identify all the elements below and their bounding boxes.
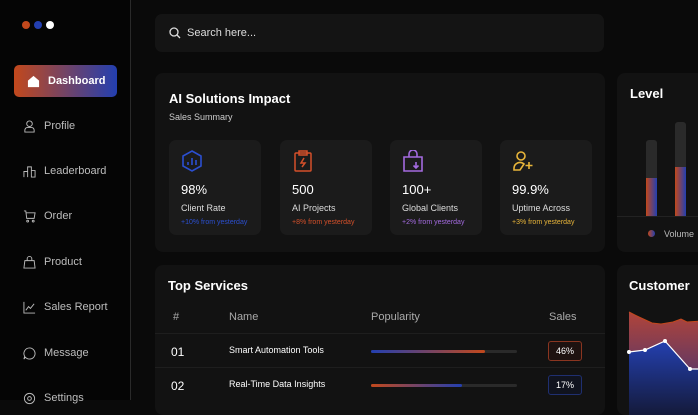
- data-point: [627, 350, 631, 354]
- sidebar-item-sales-report[interactable]: Sales Report: [14, 291, 117, 323]
- row-number: 02: [171, 379, 185, 393]
- clipboard-bolt-icon: [294, 150, 312, 172]
- level-bar: [675, 122, 686, 216]
- card-title: AI Solutions Impact: [169, 91, 291, 106]
- card-title: Level: [630, 86, 664, 101]
- bar-chart-icon: [23, 165, 36, 178]
- sidebar-item-product[interactable]: Product: [14, 246, 117, 278]
- user-icon: [24, 119, 35, 133]
- sales-badge: 17%: [548, 375, 582, 395]
- sidebar-item-label: Dashboard: [48, 75, 106, 87]
- customer-area-chart: [627, 311, 698, 415]
- stat-label: AI Projects: [292, 203, 336, 213]
- message-icon: [23, 346, 36, 359]
- sidebar-item-message[interactable]: Message: [14, 337, 117, 369]
- card-subtitle: Sales Summary: [169, 112, 233, 122]
- sidebar-item-leaderboard[interactable]: Leaderboard: [14, 155, 117, 187]
- stat-value: 500: [292, 182, 314, 197]
- search-placeholder: Search here...: [187, 27, 257, 39]
- sidebar: Dashboard Profile Leaderboard Order Prod…: [0, 0, 131, 404]
- card-title: Top Services: [168, 278, 248, 293]
- hexagon-chart-icon: [182, 150, 202, 172]
- legend-label: Volume: [664, 229, 695, 239]
- line-chart-icon: [23, 301, 36, 314]
- stat-label: Client Rate: [181, 203, 226, 213]
- logo: [22, 21, 54, 29]
- table-row[interactable]: 02 Real-Time Data Insights 17%: [155, 367, 605, 401]
- search-input[interactable]: Search here...: [155, 14, 604, 52]
- sidebar-item-settings[interactable]: Settings: [14, 382, 117, 414]
- data-point: [663, 339, 667, 343]
- data-point: [643, 348, 647, 352]
- stat-change: +2% from yesterday: [402, 219, 465, 226]
- bag-icon: [23, 255, 36, 269]
- search-icon: [169, 27, 181, 39]
- column-header: #: [173, 311, 180, 323]
- stat-value: 98%: [181, 182, 208, 197]
- stat-label: Global Clients: [402, 203, 459, 213]
- home-icon: [27, 75, 40, 87]
- stat-change: +8% from yesterday: [292, 219, 355, 226]
- level-card: Level Volume: [617, 73, 698, 252]
- popularity-bar: [371, 350, 517, 353]
- shopping-bag-icon: [403, 150, 423, 172]
- stat-card-uptime: 99.9% Uptime Across +3% from yesterday: [500, 140, 592, 235]
- customer-card: Customer: [617, 265, 698, 415]
- sidebar-item-label: Product: [44, 256, 82, 268]
- sidebar-item-label: Order: [44, 210, 73, 222]
- sidebar-item-label: Profile: [44, 120, 76, 132]
- sidebar-item-label: Settings: [44, 392, 84, 404]
- table-row[interactable]: 01 Smart Automation Tools 46%: [155, 333, 605, 367]
- column-header: Popularity: [371, 311, 420, 323]
- sidebar-item-dashboard[interactable]: Dashboard: [14, 65, 117, 97]
- sidebar-item-label: Sales Report: [44, 301, 108, 313]
- column-header: Sales: [549, 311, 577, 323]
- stat-change: +10% from yesterday: [181, 219, 248, 226]
- service-name: Smart Automation Tools: [229, 345, 324, 355]
- cart-icon: [23, 209, 36, 223]
- popularity-bar: [371, 384, 517, 387]
- stat-value: 99.9%: [512, 182, 549, 197]
- card-title: Customer: [629, 278, 690, 293]
- sidebar-item-profile[interactable]: Profile: [14, 110, 117, 142]
- stat-change: +3% from yesterday: [512, 219, 575, 226]
- gear-icon: [23, 392, 36, 404]
- stat-card-global-clients: 100+ Global Clients +2% from yesterday: [390, 140, 482, 235]
- service-name: Real-Time Data Insights: [229, 379, 326, 389]
- top-services-card: Top Services # Name Popularity Sales 01 …: [155, 265, 605, 415]
- sidebar-item-label: Message: [44, 347, 89, 359]
- stat-card-client-rate: 98% Client Rate +10% from yesterday: [169, 140, 261, 235]
- sales-badge: 46%: [548, 341, 582, 361]
- stat-card-ai-projects: 500 AI Projects +8% from yesterday: [280, 140, 372, 235]
- stat-label: Uptime Across: [512, 203, 571, 213]
- user-add-icon: [513, 151, 533, 171]
- sidebar-item-label: Leaderboard: [44, 165, 107, 177]
- stat-value: 100+: [402, 182, 432, 197]
- level-bar: [646, 140, 657, 216]
- row-number: 01: [171, 345, 185, 359]
- legend-dot: [648, 230, 655, 237]
- sidebar-item-order[interactable]: Order: [14, 200, 117, 232]
- data-point: [688, 367, 692, 371]
- column-header: Name: [229, 311, 259, 323]
